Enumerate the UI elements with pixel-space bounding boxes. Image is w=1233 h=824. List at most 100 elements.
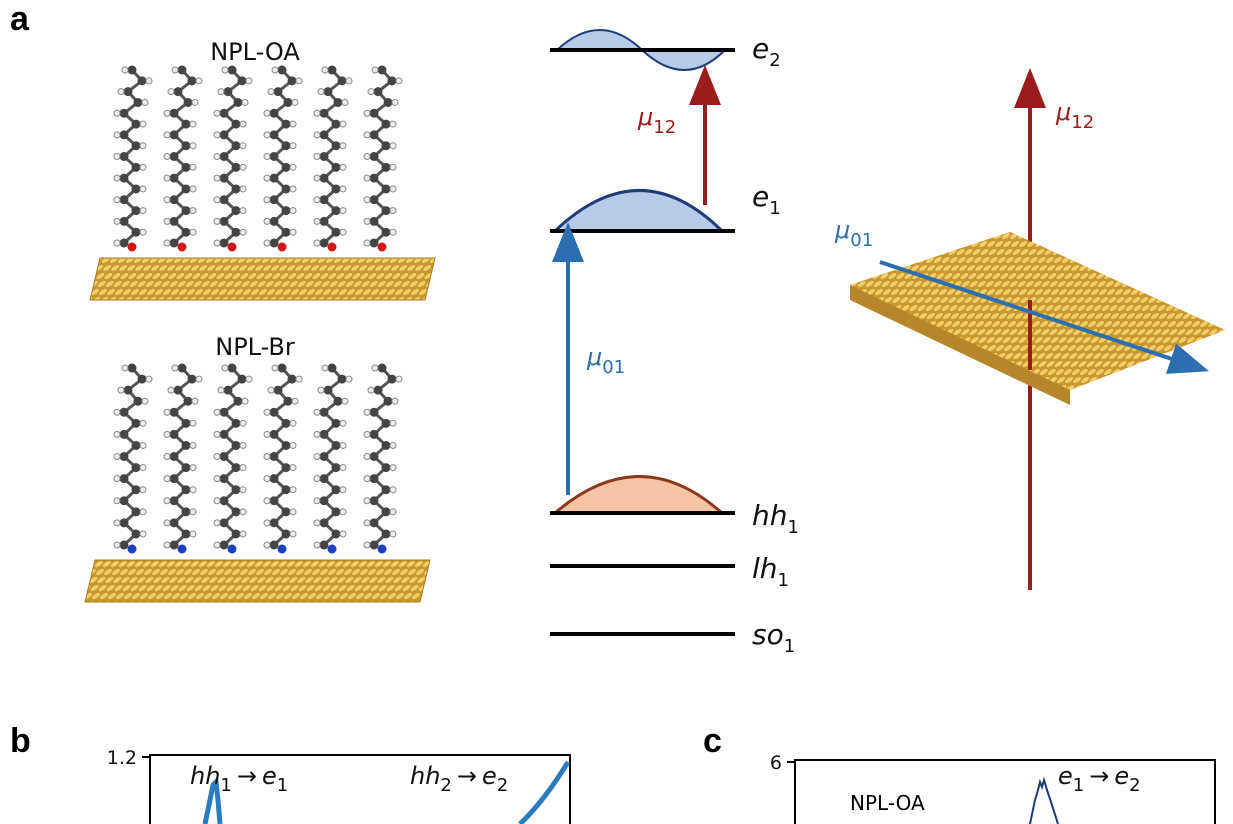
atom: [114, 218, 120, 224]
atom: [370, 130, 379, 139]
atom: [290, 509, 296, 515]
atom: [346, 376, 352, 382]
atom: [332, 184, 341, 193]
atom: [332, 529, 341, 538]
atom: [120, 541, 129, 550]
atom: [190, 509, 196, 515]
atom: [172, 67, 178, 73]
ligands: [114, 66, 402, 554]
atom: [140, 442, 146, 448]
atom: [390, 229, 396, 235]
wavefunction: [642, 50, 725, 70]
atom: [264, 197, 270, 203]
atom: [282, 529, 291, 538]
level-subscript: 2: [769, 50, 780, 71]
atom: [120, 452, 129, 461]
level-label: e2: [752, 32, 781, 71]
atom: [232, 228, 241, 237]
atom: [290, 420, 296, 426]
atom: [296, 376, 302, 382]
atom: [290, 186, 296, 192]
atom: [140, 164, 146, 170]
atom: [264, 498, 270, 504]
atom: [240, 143, 246, 149]
atom: [190, 143, 196, 149]
atom: [190, 121, 196, 127]
atom: [388, 76, 397, 85]
atom: [340, 143, 346, 149]
atom: [182, 529, 191, 538]
atom: [132, 163, 141, 172]
atom: [214, 132, 220, 138]
panel-label: b: [10, 722, 31, 760]
atom: [320, 408, 329, 417]
atom: [290, 229, 296, 235]
wavefunction: [555, 477, 722, 514]
atom: [332, 206, 341, 215]
atom: [220, 408, 229, 417]
atom: [332, 441, 341, 450]
atom: [382, 163, 391, 172]
atom: [164, 542, 170, 548]
atom: [370, 474, 379, 483]
atom: [318, 387, 324, 393]
transition-label: hh1→e1: [190, 762, 288, 796]
atom: [372, 365, 378, 371]
atom: [182, 163, 191, 172]
atom: [382, 228, 391, 237]
atom: [240, 487, 246, 493]
tick-label: 1.2: [107, 747, 137, 769]
atom: [320, 152, 329, 161]
atom: [232, 163, 241, 172]
dipole-label: μ12: [1055, 98, 1094, 133]
atom: [140, 143, 146, 149]
atom: [128, 545, 137, 554]
atom: [214, 218, 220, 224]
atom: [320, 130, 329, 139]
atom: [238, 76, 247, 85]
levels: [550, 50, 735, 634]
atom: [232, 485, 241, 494]
atom: [372, 67, 378, 73]
atom: [322, 365, 328, 371]
atom: [164, 110, 170, 116]
atom: [296, 78, 302, 84]
atom: [232, 463, 241, 472]
atom: [332, 485, 341, 494]
atom: [264, 132, 270, 138]
atom: [314, 431, 320, 437]
atom: [214, 520, 220, 526]
atom: [214, 175, 220, 181]
atom: [218, 387, 224, 393]
atom: [314, 476, 320, 482]
atom: [240, 420, 246, 426]
atom: [190, 420, 196, 426]
atom: [378, 364, 387, 373]
atom: [378, 243, 387, 252]
atom: [242, 398, 248, 404]
atom: [232, 529, 241, 538]
atom: [114, 409, 120, 415]
level-subscript: 1: [788, 517, 799, 538]
atom: [132, 485, 141, 494]
atom: [332, 463, 341, 472]
atom: [220, 217, 229, 226]
atom: [128, 66, 137, 75]
atom: [178, 66, 187, 75]
atom: [368, 89, 374, 95]
atom: [264, 431, 270, 437]
atom: [164, 175, 170, 181]
atom: [264, 218, 270, 224]
atom: [270, 541, 279, 550]
atom: [390, 487, 396, 493]
atom: [264, 110, 270, 116]
atom: [120, 496, 129, 505]
atom: [114, 454, 120, 460]
atom: [178, 545, 187, 554]
transition-label: e1→e2: [1058, 762, 1141, 796]
atom: [220, 496, 229, 505]
atom: [370, 174, 379, 183]
atom: [264, 476, 270, 482]
atom: [120, 217, 129, 226]
atom: [390, 442, 396, 448]
